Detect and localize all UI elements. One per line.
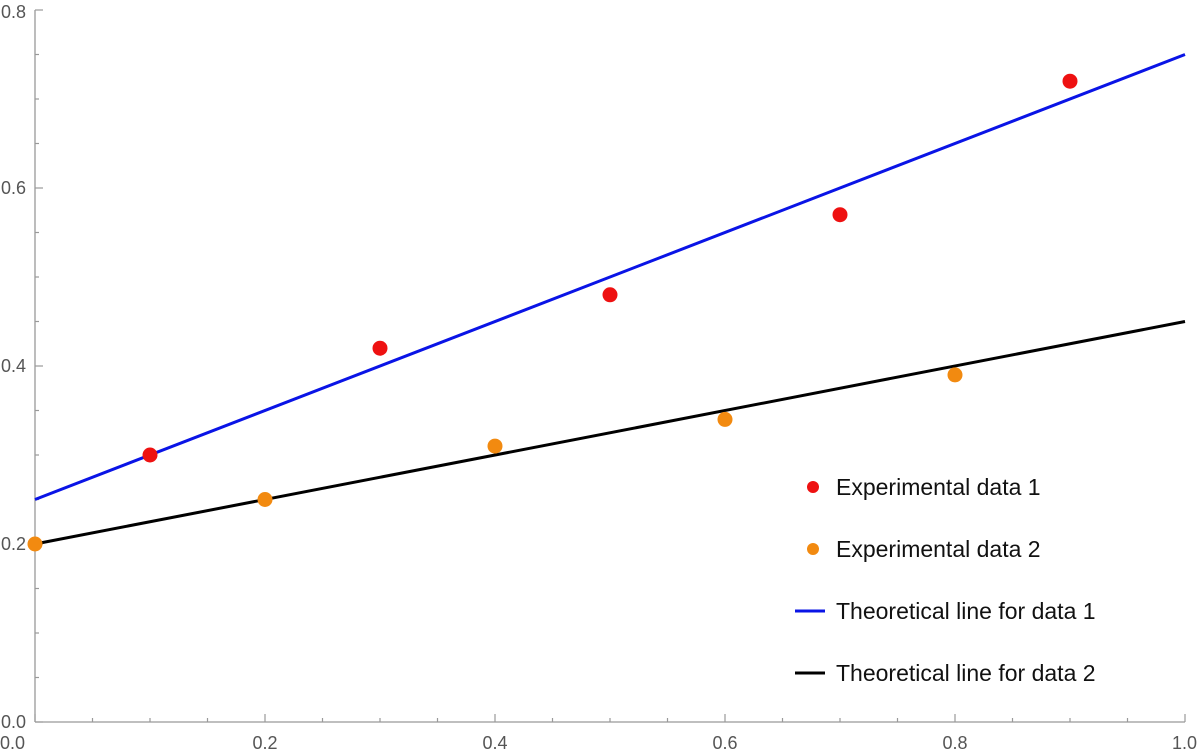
legend-label-2: Theoretical line for data 1 <box>836 598 1096 624</box>
y-tick-label: 0.4 <box>1 356 26 376</box>
x-tick-label: 0.6 <box>712 733 737 753</box>
y-tick-label: 0.6 <box>1 178 26 198</box>
data-point-series-1 <box>27 536 43 552</box>
data-point-series-0 <box>1062 73 1078 89</box>
y-tick-label: 0.2 <box>1 534 26 554</box>
x-tick-label: 0.8 <box>942 733 967 753</box>
legend-label-3: Theoretical line for data 2 <box>836 660 1096 686</box>
x-tick-label: 0.0 <box>0 733 25 753</box>
x-tick-label: 0.2 <box>252 733 277 753</box>
data-point-series-0 <box>372 340 388 356</box>
data-point-series-0 <box>602 287 618 303</box>
data-point-series-1 <box>487 438 503 454</box>
series-points <box>27 73 1078 552</box>
legend-marker-0 <box>807 481 819 493</box>
y-tick-label: 0.8 <box>1 2 26 22</box>
data-point-series-0 <box>832 207 848 223</box>
legend: Experimental data 1 Experimental data 2 Th… <box>795 474 1096 686</box>
data-point-series-1 <box>717 411 733 427</box>
data-point-series-1 <box>947 367 963 383</box>
series-line-3 <box>34 320 1186 546</box>
legend-label-1: Experimental data 2 <box>836 536 1041 562</box>
data-point-series-0 <box>142 447 158 463</box>
x-tick-label: 0.4 <box>482 733 507 753</box>
y-tick-label: 0.0 <box>1 712 26 732</box>
series-lines <box>34 53 1186 546</box>
legend-label-0: Experimental data 1 <box>836 474 1041 500</box>
legend-marker-1 <box>807 543 819 555</box>
data-point-series-1 <box>257 492 273 507</box>
x-tick-label: 1.0 <box>1172 733 1197 753</box>
series-line-2 <box>34 53 1186 501</box>
